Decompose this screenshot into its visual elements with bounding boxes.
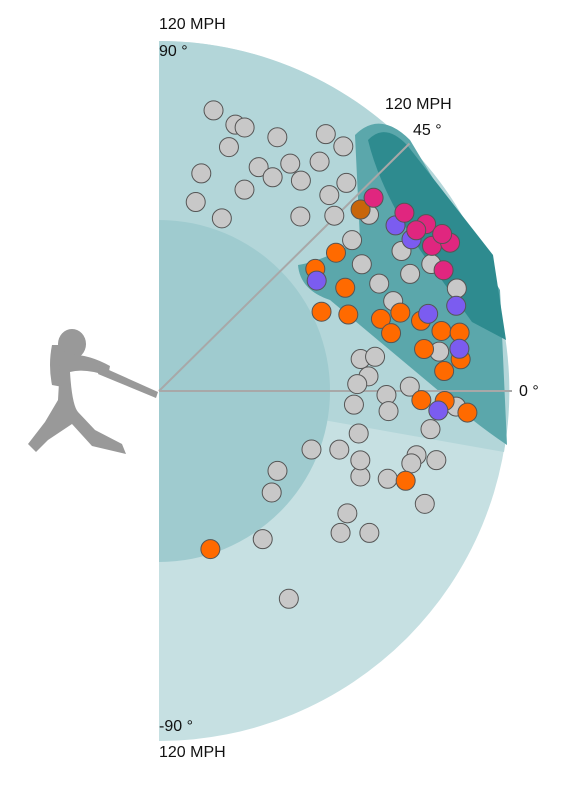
point	[395, 470, 416, 491]
point	[363, 187, 384, 208]
point	[350, 450, 371, 471]
point	[348, 423, 369, 444]
point	[262, 167, 283, 188]
point	[324, 205, 345, 226]
point	[394, 202, 415, 223]
angle-tick-label: 90 °	[159, 43, 188, 60]
point	[336, 172, 357, 193]
point	[343, 394, 364, 415]
point	[290, 206, 311, 227]
point	[426, 450, 447, 471]
point	[418, 303, 439, 324]
point	[335, 277, 356, 298]
point	[338, 304, 359, 325]
point	[431, 320, 452, 341]
point	[365, 346, 386, 367]
point	[377, 468, 398, 489]
angle-lines	[158, 142, 512, 392]
point	[381, 323, 402, 344]
point	[434, 361, 455, 382]
r-tick-label: 120 MPH	[159, 744, 226, 761]
point	[370, 308, 391, 329]
point	[420, 419, 441, 440]
r-tick-label: 120 MPH	[385, 96, 452, 113]
point	[457, 402, 478, 423]
point	[267, 127, 288, 148]
point	[301, 439, 322, 460]
point	[306, 270, 327, 291]
point	[248, 157, 269, 178]
point	[290, 170, 311, 191]
point	[191, 163, 212, 184]
point	[330, 522, 351, 543]
point	[278, 588, 299, 609]
point	[234, 179, 255, 200]
point	[319, 185, 340, 206]
point	[400, 263, 421, 284]
point	[390, 302, 411, 323]
point	[414, 339, 435, 360]
points	[185, 100, 478, 609]
point	[432, 224, 453, 245]
point	[449, 338, 470, 359]
point	[446, 278, 467, 299]
point	[267, 460, 288, 481]
point	[203, 100, 224, 121]
r-tick-label: 120 MPH	[159, 16, 226, 33]
point	[399, 376, 420, 397]
point	[347, 374, 368, 395]
point	[369, 273, 390, 294]
angle-line	[158, 142, 411, 392]
point	[359, 522, 380, 543]
point	[350, 199, 371, 220]
point	[252, 529, 273, 550]
point	[234, 117, 255, 138]
point	[428, 400, 449, 421]
point	[329, 439, 350, 460]
point	[433, 260, 454, 281]
point	[406, 220, 427, 241]
point	[342, 230, 363, 251]
point	[311, 301, 332, 322]
point	[333, 136, 354, 157]
point	[411, 390, 432, 411]
point	[200, 539, 221, 560]
point	[309, 151, 330, 172]
point	[211, 208, 232, 229]
batter	[28, 329, 158, 454]
point	[401, 453, 422, 474]
angle-tick-label: 45 °	[413, 122, 442, 139]
point	[185, 192, 206, 213]
angle-tick-label: 0 °	[519, 383, 539, 400]
point	[337, 503, 358, 524]
point	[446, 295, 467, 316]
point	[378, 401, 399, 422]
point	[351, 254, 372, 275]
point	[325, 242, 346, 263]
point	[280, 153, 301, 174]
point	[414, 493, 435, 514]
point	[315, 124, 336, 145]
point	[218, 137, 239, 158]
point	[261, 482, 282, 503]
angle-tick-label: -90 °	[159, 718, 193, 735]
